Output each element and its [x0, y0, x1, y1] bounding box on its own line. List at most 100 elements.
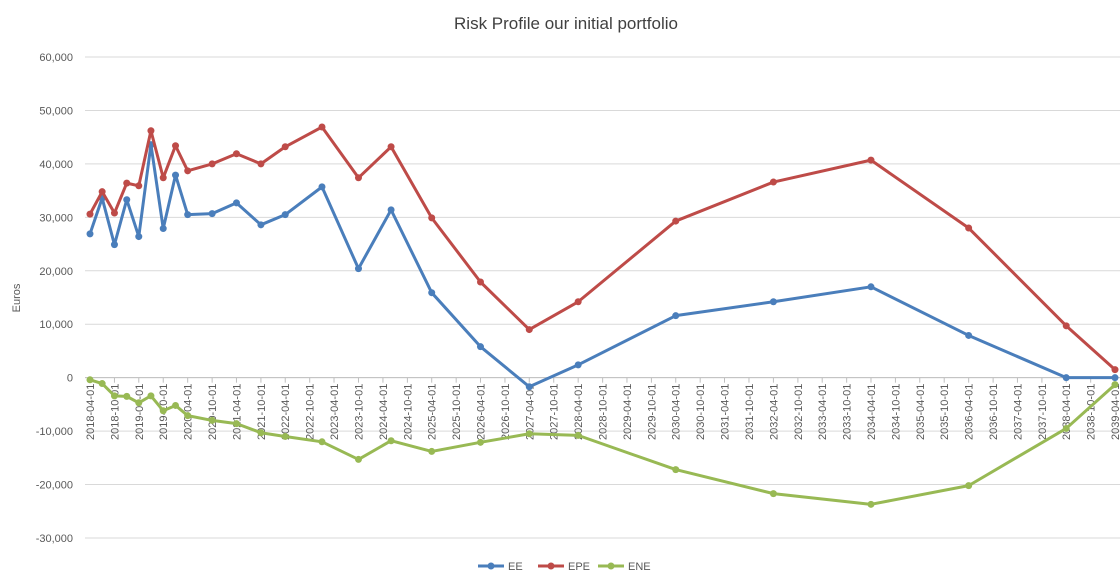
marker — [387, 437, 395, 445]
marker — [135, 233, 143, 241]
marker — [354, 265, 362, 273]
y-tick-label: 0 — [67, 373, 73, 385]
marker — [525, 430, 533, 438]
marker — [86, 230, 94, 238]
x-tick-label: 2029-10-01 — [646, 384, 658, 440]
marker — [1111, 366, 1119, 374]
x-tick-label: 2034-04-01 — [866, 384, 878, 440]
y-tick-label: 60,000 — [39, 52, 73, 64]
x-tick-label: 2022-10-01 — [305, 384, 317, 440]
y-tick-label: 50,000 — [39, 105, 73, 117]
x-tick-label: 2023-04-01 — [329, 384, 341, 440]
series-line — [88, 143, 1115, 389]
marker — [86, 376, 94, 384]
marker — [574, 431, 582, 439]
legend-marker — [547, 562, 555, 570]
x-tick-label: 2039-04-01 — [1110, 384, 1120, 440]
x-tick-label: 2027-10-01 — [549, 384, 561, 440]
marker — [257, 221, 265, 229]
x-tick-label: 2037-10-01 — [1037, 384, 1049, 440]
y-tick-label: 30,000 — [39, 212, 73, 224]
marker — [769, 490, 777, 498]
marker — [172, 171, 180, 179]
chart-title: Risk Profile our initial portfolio — [454, 14, 678, 33]
marker — [428, 289, 436, 297]
marker — [318, 438, 326, 446]
marker — [123, 392, 131, 400]
marker — [172, 142, 180, 150]
x-tick-label: 2033-04-01 — [817, 384, 829, 440]
marker — [1062, 322, 1070, 330]
marker — [232, 199, 240, 207]
x-tick-label: 2030-10-01 — [695, 384, 707, 440]
marker — [135, 182, 143, 190]
marker — [387, 143, 395, 151]
x-tick-label: 2031-04-01 — [720, 384, 732, 440]
x-tick-label: 2026-04-01 — [475, 384, 487, 440]
x-tick-label: 2034-10-01 — [890, 384, 902, 440]
marker — [172, 401, 180, 409]
marker — [232, 420, 240, 428]
x-tick-label: 2036-04-01 — [964, 384, 976, 440]
marker — [281, 143, 289, 151]
marker — [428, 447, 436, 455]
marker — [769, 298, 777, 306]
marker — [208, 416, 216, 424]
marker — [318, 123, 326, 131]
x-tick-label: 2023-10-01 — [353, 384, 365, 440]
x-tick-label: 2028-10-01 — [598, 384, 610, 440]
x-tick-label: 2038-10-01 — [1086, 384, 1098, 440]
marker — [525, 326, 533, 334]
y-tick-label: 20,000 — [39, 266, 73, 278]
marker — [672, 466, 680, 474]
marker — [98, 380, 106, 388]
marker — [1111, 374, 1119, 382]
x-tick-label: 2018-04-01 — [85, 384, 97, 440]
x-tick-label: 2031-10-01 — [744, 384, 756, 440]
marker — [281, 211, 289, 219]
marker — [965, 331, 973, 339]
marker — [86, 210, 94, 218]
legend-marker — [607, 562, 615, 570]
marker — [159, 174, 167, 182]
marker — [672, 217, 680, 225]
marker — [147, 127, 155, 135]
marker — [184, 211, 192, 219]
marker — [110, 209, 118, 217]
marker — [257, 429, 265, 437]
marker — [476, 438, 484, 446]
y-tick-label: 10,000 — [39, 319, 73, 331]
y-tick-label: -10,000 — [36, 426, 73, 438]
legend-label: ENE — [628, 561, 651, 573]
marker — [769, 178, 777, 186]
marker — [98, 188, 106, 196]
x-tick-label: 2032-10-01 — [793, 384, 805, 440]
y-tick-label: -30,000 — [36, 533, 73, 545]
marker — [867, 500, 875, 508]
marker — [428, 214, 436, 222]
marker — [208, 160, 216, 168]
x-tick-label: 2036-10-01 — [988, 384, 1000, 440]
marker — [159, 225, 167, 233]
marker — [318, 183, 326, 191]
legend-label: EE — [508, 561, 523, 573]
y-tick-label: 40,000 — [39, 159, 73, 171]
marker — [476, 278, 484, 286]
marker — [184, 412, 192, 420]
x-tick-label: 2024-04-01 — [378, 384, 390, 440]
marker — [257, 160, 265, 168]
marker — [354, 174, 362, 182]
legend-label: EPE — [568, 561, 590, 573]
x-tick-label: 2027-04-01 — [524, 384, 536, 440]
marker — [1062, 424, 1070, 432]
marker — [965, 224, 973, 232]
series-line — [88, 125, 1117, 371]
x-tick-label: 2028-04-01 — [573, 384, 585, 440]
marker — [525, 383, 533, 391]
marker — [147, 392, 155, 400]
x-tick-label: 2024-10-01 — [402, 384, 414, 440]
marker — [574, 361, 582, 369]
marker — [1062, 374, 1070, 382]
x-tick-label: 2025-04-01 — [427, 384, 439, 440]
